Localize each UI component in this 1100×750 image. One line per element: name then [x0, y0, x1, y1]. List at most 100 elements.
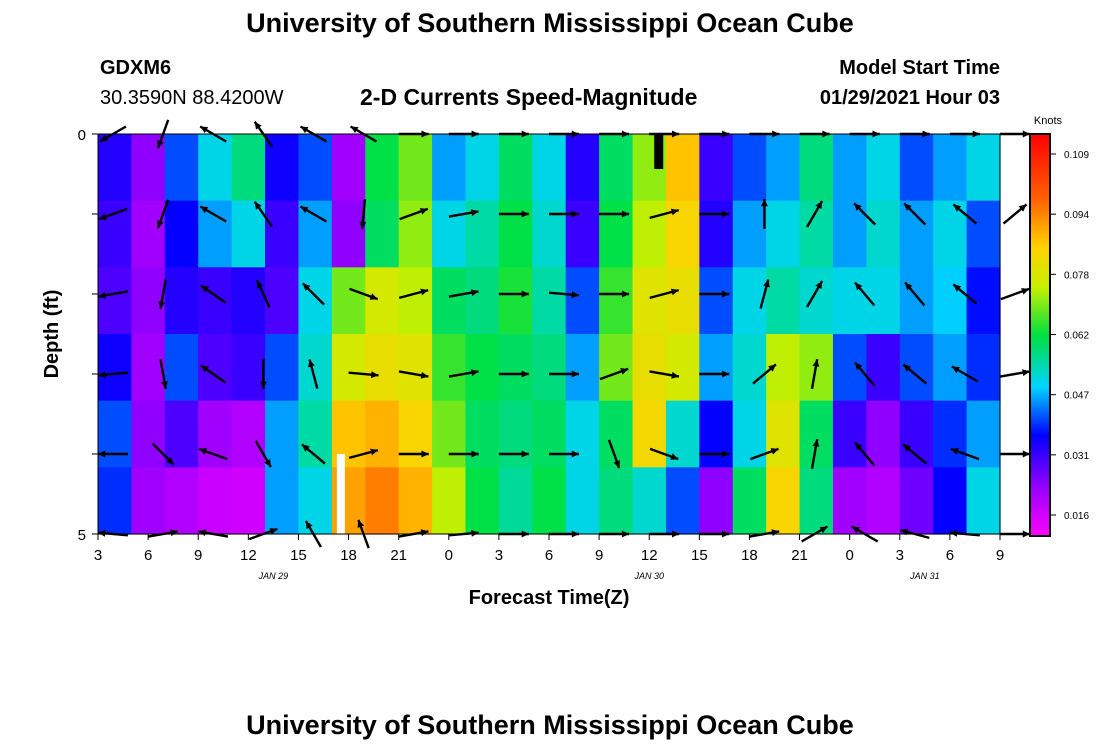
x-tick-label: 15	[691, 547, 708, 564]
heat-cell	[832, 334, 867, 402]
heat-cell	[365, 267, 400, 335]
heat-cell	[231, 400, 266, 468]
heat-cell	[565, 400, 600, 468]
heat-cell	[98, 334, 133, 402]
arrow-head	[722, 210, 730, 218]
heat-cell	[398, 467, 433, 535]
arrow-head	[903, 364, 911, 372]
current-arrow	[301, 282, 325, 306]
heat-cell	[599, 467, 634, 535]
arrow-head	[819, 526, 828, 534]
arrow-head	[812, 439, 820, 447]
heat-cell	[665, 267, 700, 335]
heat-cell	[398, 267, 433, 335]
arrow-head	[300, 126, 309, 134]
current-arrow	[904, 281, 926, 307]
current-arrow	[299, 205, 328, 223]
x-tick-label: 21	[390, 547, 407, 564]
heat-cell	[465, 467, 500, 535]
heat-cell	[699, 267, 734, 335]
heat-cell	[398, 334, 433, 402]
arrow-head	[812, 359, 820, 367]
model-start-time: 01/29/2021 Hour 03	[819, 87, 1000, 109]
arrow-head	[761, 199, 768, 207]
arrow-head	[722, 290, 730, 298]
arrow-head	[1022, 130, 1030, 138]
heat-cell	[532, 267, 567, 335]
arrow-head	[854, 203, 862, 211]
arrow-head	[571, 291, 579, 299]
heat-cell	[298, 134, 333, 202]
arrow-head	[855, 362, 863, 371]
heat-cell	[164, 200, 199, 268]
arrow-head	[815, 201, 823, 209]
current-arrow	[950, 447, 980, 461]
heat-cell	[732, 200, 767, 268]
current-arrow	[98, 207, 128, 221]
arrow-head	[722, 370, 730, 378]
heat-cell	[331, 334, 366, 402]
current-arrow	[498, 450, 529, 458]
heat-cell	[732, 334, 767, 402]
current-arrow	[903, 202, 927, 226]
arrow-head	[851, 526, 860, 534]
heat-cell	[732, 267, 767, 335]
arrow-head	[621, 210, 630, 218]
arrow-head	[158, 301, 166, 309]
arrow-head	[620, 368, 629, 375]
arrow-head	[763, 279, 770, 288]
heat-cell	[432, 467, 467, 535]
arrow-head	[471, 529, 479, 537]
heat-cell	[231, 467, 266, 535]
heat-cell	[465, 267, 500, 335]
x-tick-label: 18	[741, 547, 758, 564]
heat-cell	[966, 334, 1001, 402]
arrow-head	[166, 457, 174, 465]
current-arrow	[448, 450, 479, 458]
heat-cell	[699, 467, 734, 535]
heat-cell	[899, 400, 934, 468]
colorbar-tick-label: 0.016	[1064, 511, 1089, 522]
current-arrow	[158, 278, 167, 310]
current-arrow	[1000, 130, 1030, 138]
heat-cell	[265, 467, 300, 535]
heat-cell	[632, 400, 667, 468]
heat-cell	[866, 334, 901, 402]
heat-cell	[298, 200, 333, 268]
current-arrow	[549, 210, 579, 218]
heat-cell	[565, 200, 600, 268]
heat-cell	[465, 334, 500, 402]
heat-cell	[966, 400, 1001, 468]
arrow-head	[951, 366, 960, 374]
current-arrow	[854, 281, 876, 307]
current-arrow	[448, 289, 479, 298]
heat-cell	[498, 467, 533, 535]
heat-cell	[298, 267, 333, 335]
y-tick-label: 0	[78, 127, 86, 144]
x-tick-label: 15	[290, 547, 307, 564]
heat-cell	[98, 400, 133, 468]
current-arrow	[349, 287, 379, 301]
heat-cell	[331, 200, 366, 268]
arrow-head	[1022, 530, 1030, 538]
heat-cell	[866, 467, 901, 535]
heat-cell	[665, 467, 700, 535]
x-tick-label: 6	[545, 547, 553, 564]
arrow-head	[200, 365, 209, 373]
arrow-head	[470, 289, 479, 297]
arrow-head	[350, 126, 359, 134]
station-id: GDXM6	[100, 57, 172, 79]
colorbar-tick-label: 0.062	[1064, 331, 1089, 342]
arrow-head	[903, 444, 911, 452]
current-arrow	[752, 363, 777, 385]
current-arrow	[308, 359, 319, 389]
current-arrow	[806, 280, 824, 308]
current-arrow	[254, 440, 272, 468]
current-arrow	[761, 199, 768, 229]
arrow-head	[722, 450, 730, 458]
y-axis: 05	[78, 127, 98, 544]
heat-cell	[899, 467, 934, 535]
arrow-head	[419, 208, 428, 215]
arrow-head	[571, 210, 579, 218]
